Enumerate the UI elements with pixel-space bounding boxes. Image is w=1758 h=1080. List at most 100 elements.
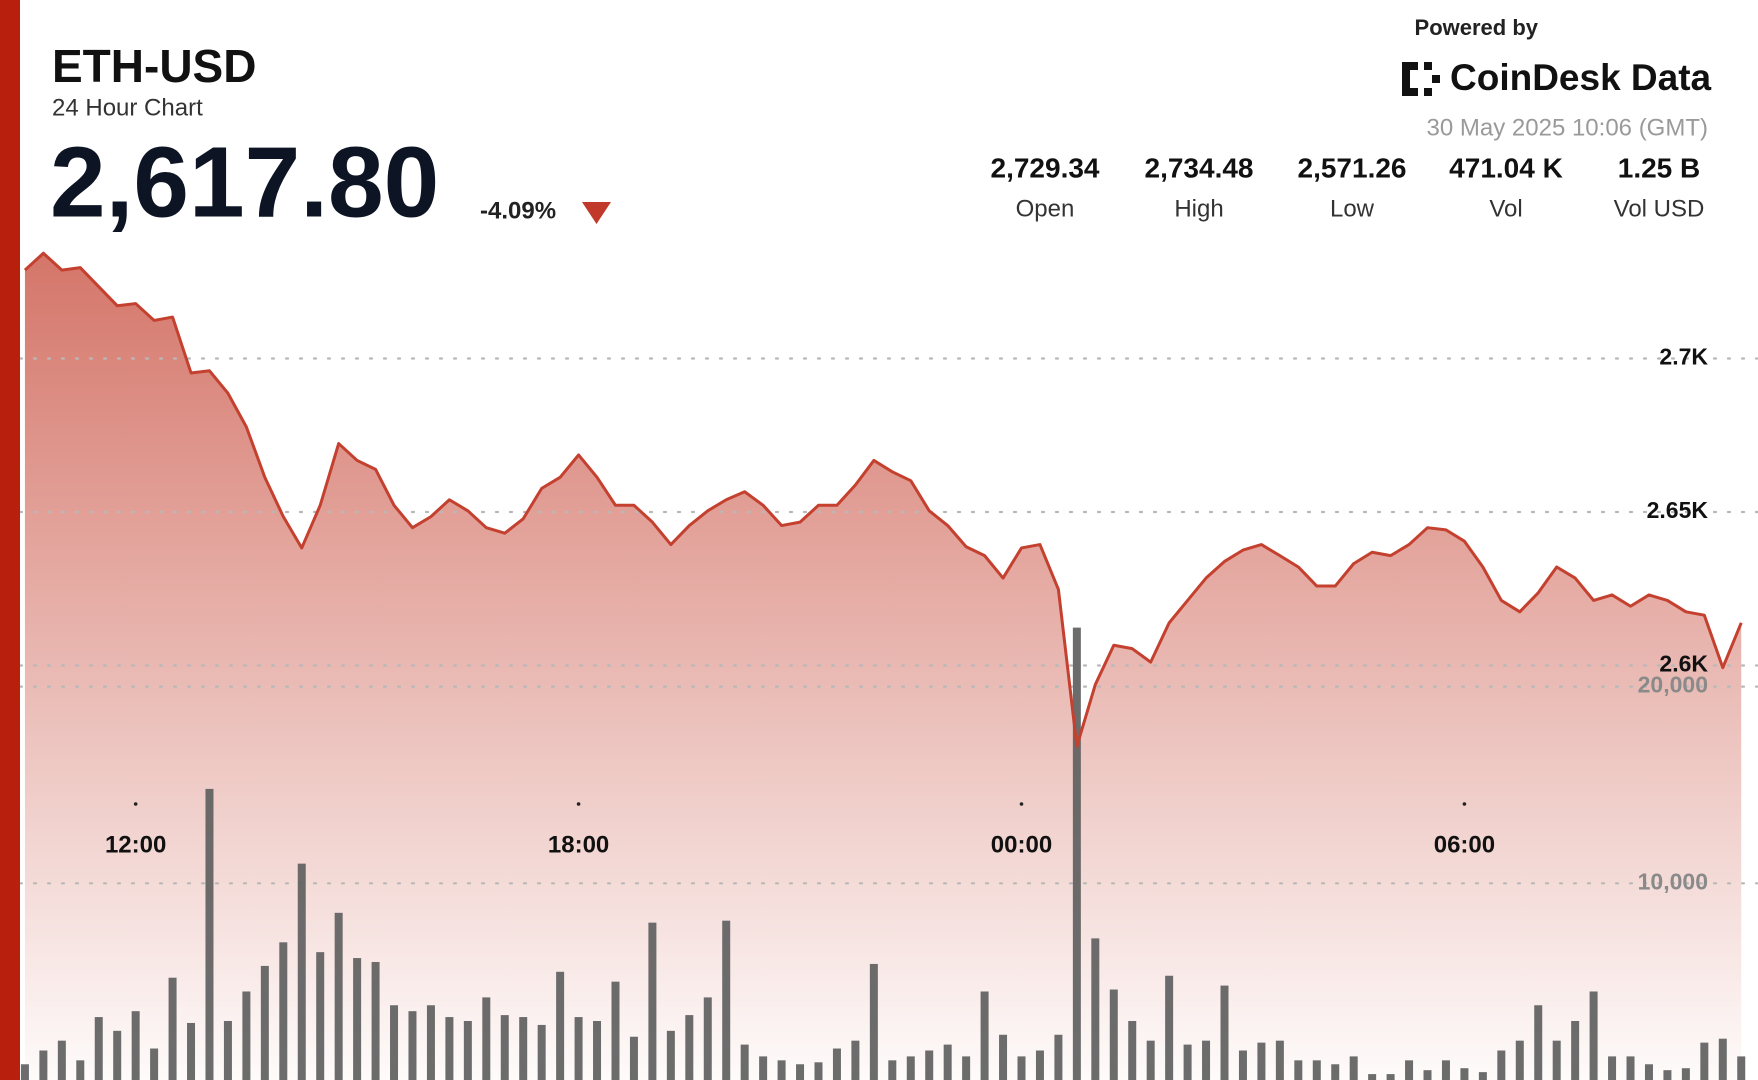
volume-bar — [1146, 1040, 1155, 1080]
area-layer — [24, 253, 1742, 1080]
volume-bar — [1294, 1060, 1303, 1080]
volume-bar — [57, 1040, 66, 1080]
volume-bar — [1589, 991, 1598, 1080]
volume-bar — [463, 1020, 472, 1080]
down-arrow — [582, 202, 611, 224]
volume-bar — [1552, 1040, 1561, 1080]
volume-bar — [131, 1011, 140, 1080]
volume-bar — [1497, 1050, 1506, 1080]
volume-bar — [426, 1005, 435, 1080]
volume-bar — [113, 1030, 122, 1080]
accent-bar — [0, 0, 20, 1080]
volume-bar — [999, 1034, 1008, 1080]
volume-bar — [1644, 1064, 1653, 1080]
volume-bar — [537, 1024, 546, 1080]
volume-bar — [1128, 1020, 1137, 1080]
volume-bar — [1091, 938, 1100, 1080]
volume-bar — [1054, 1034, 1063, 1080]
volume-bar — [20, 1064, 29, 1080]
volume-bar — [223, 1020, 232, 1080]
volume-bar — [980, 991, 989, 1080]
ticker: ETH-USD — [52, 40, 256, 92]
price: 2,617.80 — [50, 126, 439, 238]
y2-tick-label: 10,000 — [1638, 868, 1708, 894]
volume-bar — [685, 1015, 694, 1080]
volume-bar — [353, 958, 362, 1080]
volume-bar — [1349, 1056, 1358, 1080]
volume-bar — [722, 920, 731, 1080]
x-tick-label: 06:00 — [1434, 831, 1495, 858]
volume-bar — [593, 1020, 602, 1080]
volume-bar — [1441, 1060, 1450, 1080]
volume-bar — [500, 1015, 509, 1080]
powered-by: Powered by — [1415, 15, 1539, 40]
volume-bar — [1331, 1064, 1340, 1080]
volume-bar — [1165, 975, 1174, 1080]
stats: 2,729.34 Open 2,734.48 High 2,571.26 Low 471.0… — [991, 152, 1705, 222]
stat-label: Vol USD — [1614, 195, 1705, 222]
volume-bar — [1608, 1056, 1617, 1080]
stat-value: 471.04 K — [1449, 152, 1563, 183]
volume-bar — [94, 1017, 103, 1080]
volume-bar — [242, 991, 251, 1080]
change: -4.09% — [480, 197, 556, 224]
volume-bar — [1571, 1020, 1580, 1080]
volume-bar — [574, 1017, 583, 1080]
volume-bar — [1534, 1005, 1543, 1080]
price-area — [24, 253, 1742, 1080]
volume-bar — [1238, 1050, 1247, 1080]
x-tick-mark — [133, 802, 138, 806]
volume-bar — [888, 1060, 897, 1080]
volume-bar — [1275, 1040, 1284, 1080]
bar-layer — [20, 627, 1746, 1080]
volume-bar — [962, 1056, 971, 1080]
volume-bar — [76, 1060, 85, 1080]
y-tick-label: 2.65K — [1647, 497, 1709, 523]
volume-bar — [297, 863, 306, 1080]
logo-icon — [1402, 62, 1440, 96]
volume-bar — [1460, 1068, 1469, 1080]
stat-value: 2,734.48 — [1145, 152, 1254, 183]
stat-value: 2,729.34 — [991, 152, 1100, 183]
volume-bar — [408, 1011, 417, 1080]
y2-tick-label: 20,000 — [1638, 672, 1708, 698]
volume-bar — [1220, 985, 1229, 1080]
y-tick-label: 2.6K — [1659, 651, 1708, 677]
volume-bar — [1072, 627, 1081, 1080]
volume-bar — [703, 997, 712, 1080]
x-tick-label: 12:00 — [105, 831, 166, 858]
volume-bar — [943, 1044, 952, 1080]
volume-bar — [205, 788, 214, 1080]
subtitle: 24 Hour Chart — [52, 94, 203, 121]
stat-label: Low — [1330, 195, 1375, 222]
volume-bar — [150, 1048, 159, 1080]
volume-bar — [1681, 1068, 1690, 1080]
volume-bar — [832, 1048, 841, 1080]
price-line — [23, 251, 1743, 748]
volume-bar — [1109, 989, 1118, 1080]
volume-bar — [1183, 1044, 1192, 1080]
volume-bar — [260, 965, 269, 1080]
x-tick-label: 00:00 — [991, 831, 1052, 858]
stat-value: 1.25 B — [1618, 152, 1701, 183]
volume-bar — [334, 912, 343, 1080]
x-tick-mark — [576, 802, 581, 806]
volume-bar — [1017, 1056, 1026, 1080]
volume-bar — [279, 942, 288, 1080]
volume-bar — [629, 1036, 638, 1080]
brand: CoinDesk Data — [1450, 57, 1712, 98]
volume-bar — [1257, 1042, 1266, 1080]
volume-bar — [1700, 1042, 1709, 1080]
volume-bar — [1035, 1050, 1044, 1080]
x-tick-mark — [1462, 802, 1467, 806]
stat-label: High — [1174, 195, 1223, 222]
volume-bar — [1386, 1074, 1395, 1080]
volume-bar — [1515, 1040, 1524, 1080]
y-tick-label: 2.7K — [1659, 344, 1708, 370]
volume-bar — [556, 971, 565, 1080]
volume-bar — [777, 1060, 786, 1080]
volume-bar — [445, 1017, 454, 1080]
volume-bar — [759, 1056, 768, 1080]
